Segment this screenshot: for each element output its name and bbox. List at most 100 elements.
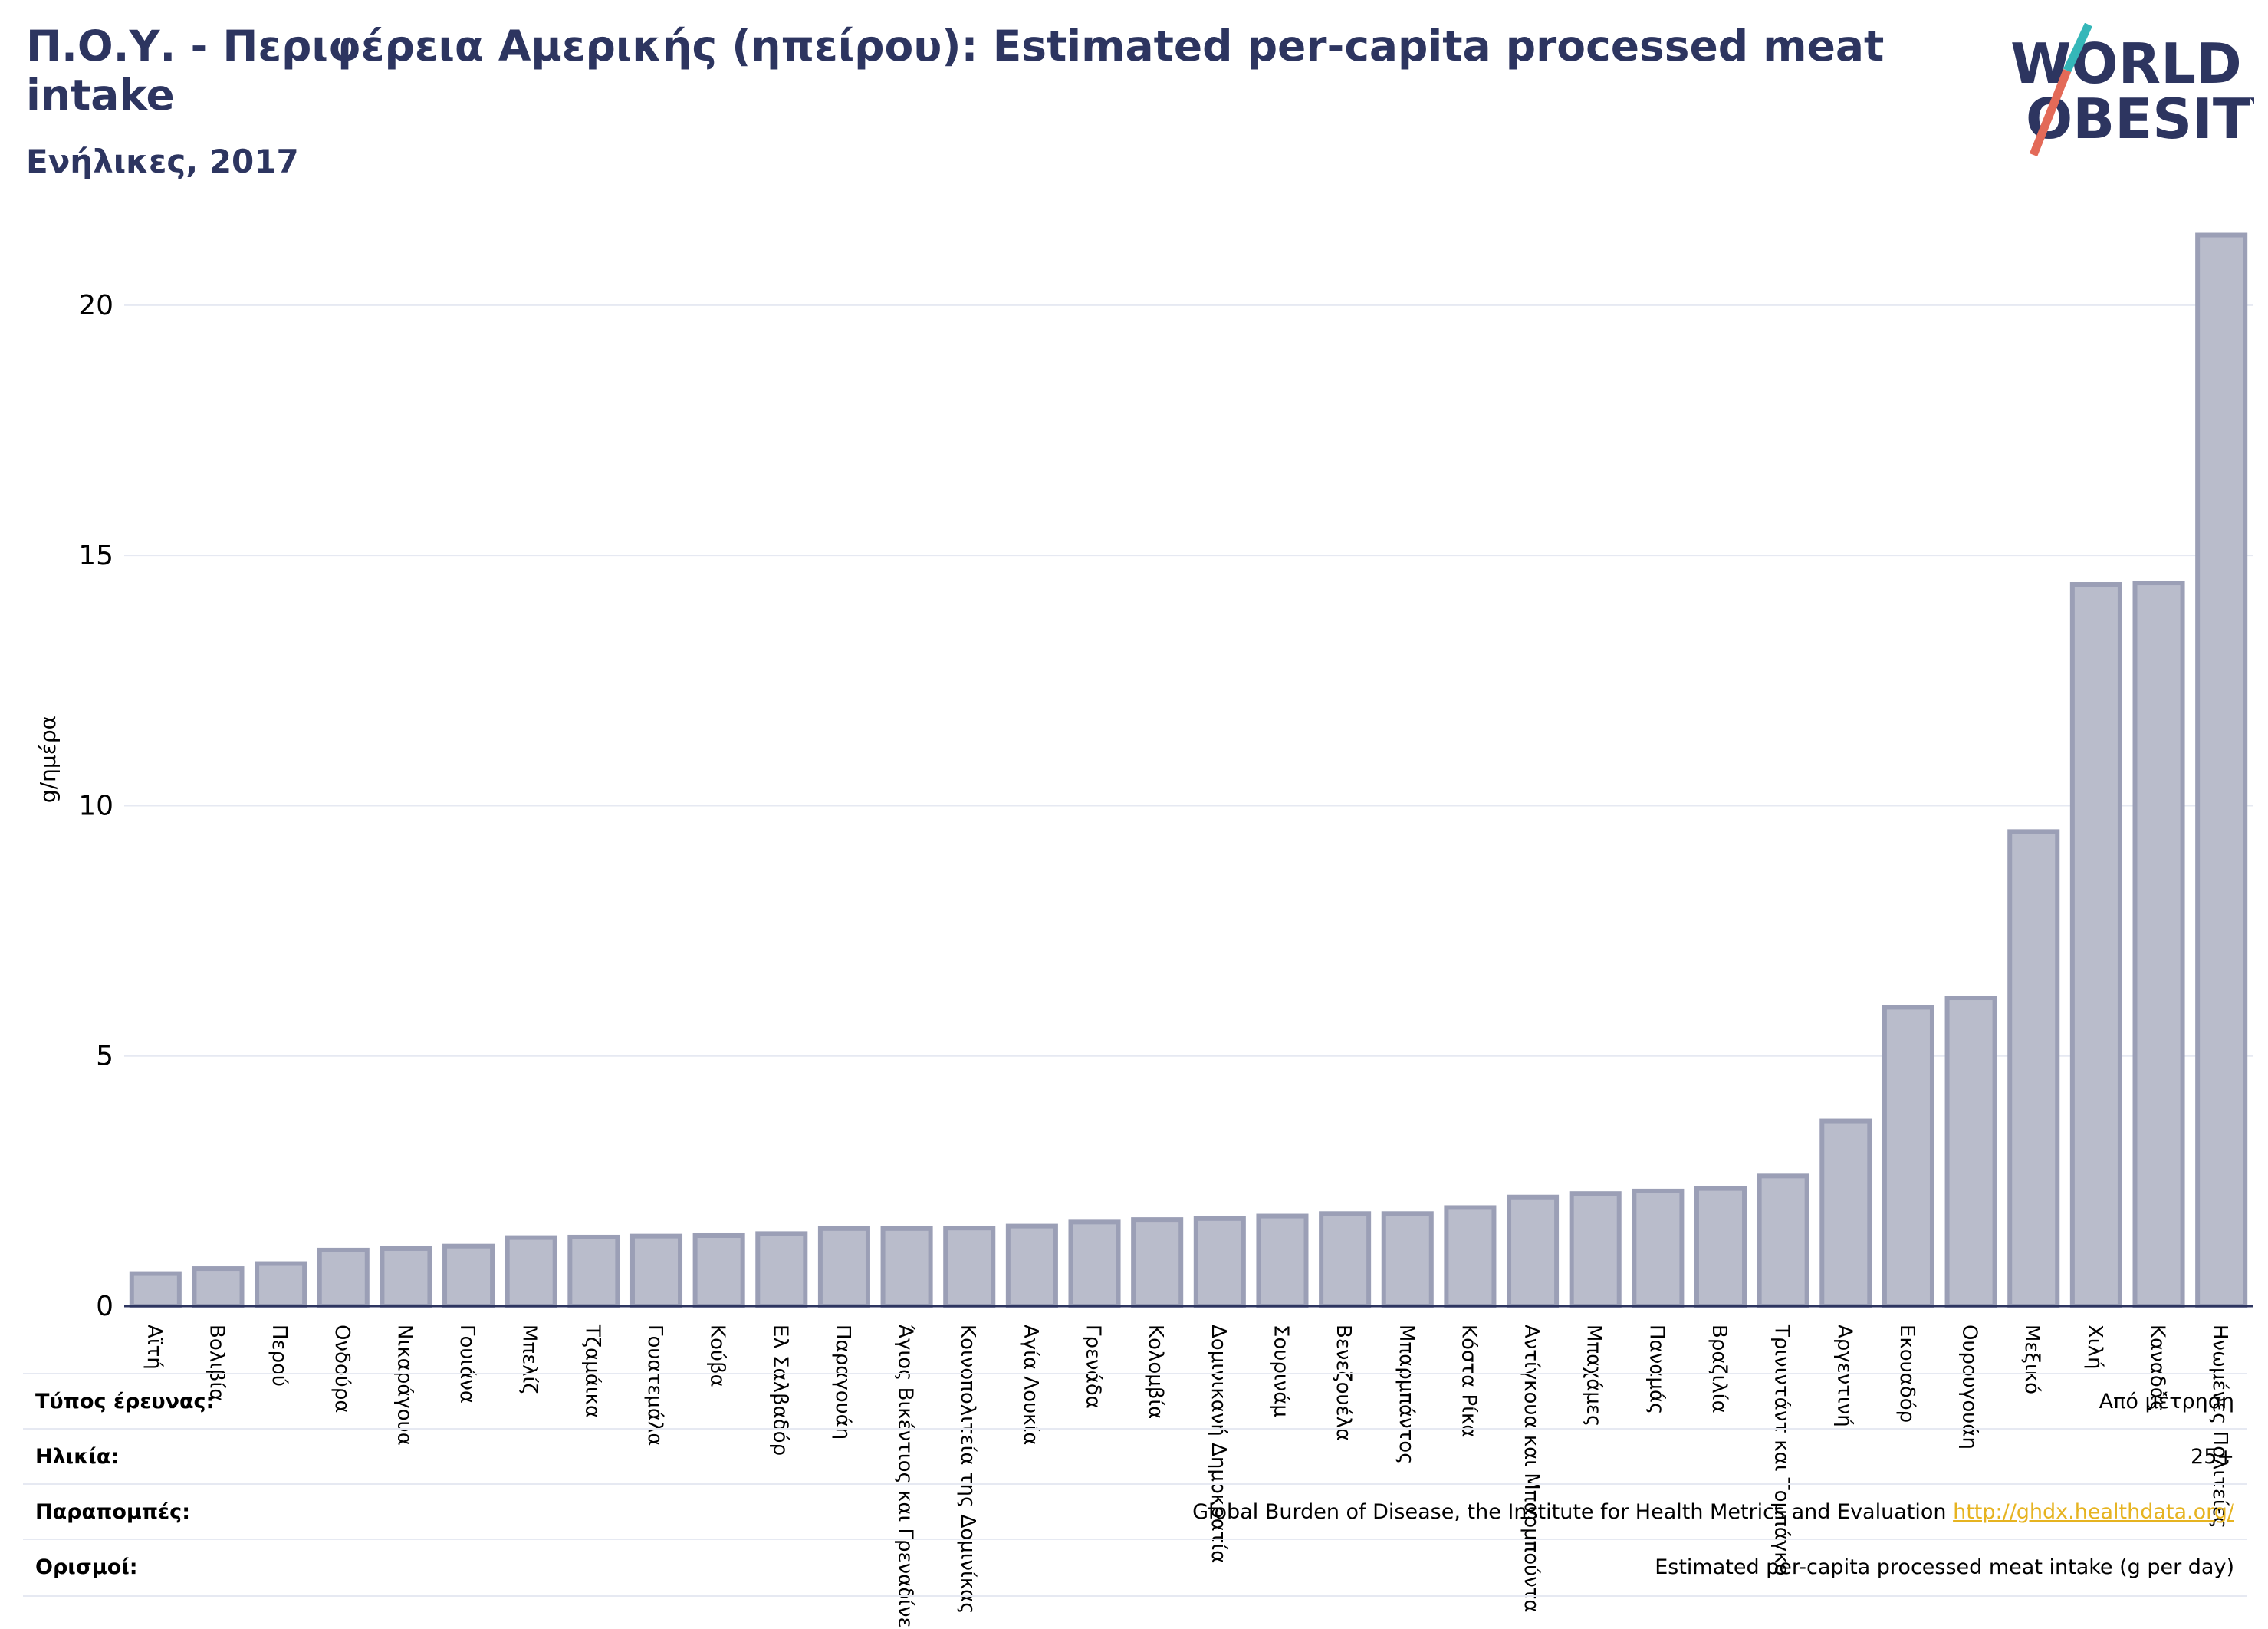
footer-value-text: Από μέτρηση [2099,1390,2234,1413]
footer-value-text: Estimated per-capita processed meat inta… [1655,1555,2234,1579]
bar[interactable] [1068,1219,1121,1309]
x-tick-label: Βραζιλία [1708,1325,1731,1413]
x-tick-label: Γουατεμάλα [643,1325,666,1446]
bar[interactable] [2007,829,2060,1308]
footer-row: Ορισμοί: Estimated per-capita processed m… [23,1538,2247,1597]
x-tick-label: Παραγουάη [831,1325,854,1440]
y-axis-label: g/ημέρα [35,716,61,803]
x-tick-label: Ηνωμένες Πολιτείες [2208,1325,2231,1529]
y-tick-layer: 0 5 10 15 20 [78,290,113,1322]
footer-row: Παραπομπές: Global Burden of Disease, the… [23,1483,2247,1540]
y-tick-label: 10 [78,790,113,821]
footer-row-label: Παραπομπές: [35,1500,190,1524]
bar[interactable] [1944,995,1997,1308]
x-tick-label: Μπαρμπάντος [1395,1325,1418,1464]
x-tick-label: Καναδάς [2146,1325,2169,1412]
bar[interactable] [817,1226,870,1309]
bar[interactable] [1193,1216,1246,1309]
footer-row-value: Estimated per-capita processed meat inta… [1655,1555,2234,1579]
footer-value-text: Global Burden of Disease, the Institute … [1192,1500,1947,1524]
logo-text-world: WORLD [2010,31,2242,96]
logo-text-obesity: OBESITY [2026,87,2254,151]
bar[interactable] [255,1261,307,1309]
x-tick-label: Τρινιντάντ και Τομπάγκο [1770,1324,1793,1576]
bar[interactable] [505,1235,557,1308]
footer-row-label: Ορισμοί: [35,1555,138,1579]
bar[interactable] [692,1232,745,1308]
bar[interactable] [629,1233,683,1308]
reference-link[interactable]: http://ghdx.healthdata.org/ [1953,1500,2234,1524]
y-tick-label: 0 [96,1291,113,1322]
bar[interactable] [192,1266,245,1308]
bar[interactable] [129,1271,182,1309]
footer-row-value: 25+ [2191,1445,2234,1469]
x-tick-label: Χιλή [2083,1325,2106,1369]
x-tick-label: Άγιος Βικέντιος και Γρεναδίνες [894,1325,917,1629]
bar[interactable] [1444,1205,1497,1308]
bar[interactable] [2069,582,2122,1308]
x-tick-label: Βολιβία [205,1325,228,1401]
world-obesity-logo: WORLD OBESITY [2010,23,2254,157]
x-tick-label: Κόστα Ρίκα [1457,1325,1480,1437]
bar[interactable] [755,1231,808,1308]
footer-value-text: 25+ [2191,1445,2234,1469]
bar[interactable] [1694,1186,1747,1308]
page-title: Π.Ο.Υ. - Περιφέρεια Αμερικής (ηπείρου): … [26,21,1885,120]
bar[interactable] [2195,232,2248,1308]
bar[interactable] [1256,1213,1309,1309]
bar[interactable] [1381,1211,1434,1308]
x-tick-label: Ελ Σαλβαδόρ [768,1325,791,1456]
x-tick-label: Μεξικό [2020,1325,2043,1394]
bar[interactable] [1882,1005,1934,1309]
bar[interactable] [1569,1191,1622,1309]
footer-row: Τύπος έρευνας: Από μέτρηση [23,1373,2247,1430]
x-tick-label: Αγία Λουκία [1019,1325,1042,1445]
bar[interactable] [880,1226,933,1309]
x-tick-label: Κούβα [706,1325,729,1387]
x-tick-label: Παναμάς [1645,1325,1668,1414]
bar[interactable] [1632,1188,1685,1308]
x-tick-label: Δομινικανή Δημοκρατία [1207,1325,1230,1563]
bar-layer [129,232,2248,1309]
footer-row-value: Global Burden of Disease, the Institute … [1192,1500,2234,1524]
x-tick-label: Αϊτή [143,1325,166,1370]
bar[interactable] [1319,1211,1372,1308]
x-tick-label: Γουιάνα [455,1325,478,1404]
x-tick-label: Αργεντινή [1832,1325,1855,1427]
bar[interactable] [442,1243,495,1308]
footer-row-value: Από μέτρηση [2099,1390,2234,1413]
x-tick-label: Βενεζουέλα [1332,1325,1355,1441]
grid-layer [124,304,2253,1057]
page-subtitle: Ενήλικες, 2017 [26,143,299,180]
x-tick-label: Κοινοπολιτεία της Δομινίκας [956,1325,979,1614]
bar[interactable] [1757,1173,1809,1308]
x-tick-label: Μπαχάμες [1583,1325,1606,1427]
x-tick-layer: Αϊτή Βολιβία Περού Ονδούρα Νικαράγουα Γουιάνα… [143,1324,2231,1629]
x-tick-label: Μπελίζ [518,1325,541,1394]
x-tick-label: Κολομβία [1144,1325,1167,1419]
x-tick-label: Γρενάδα [1082,1325,1105,1409]
bar[interactable] [1507,1194,1560,1308]
bar[interactable] [317,1247,370,1308]
logo-slash-coral [2029,68,2072,157]
bar[interactable] [943,1226,996,1308]
x-tick-label: Νικαράγουα [393,1325,416,1446]
x-tick-label: Τζαμάικα [580,1324,603,1418]
bar[interactable] [567,1234,620,1309]
x-tick-label: Σουρινάμ [1269,1325,1292,1417]
y-tick-label: 15 [78,540,113,571]
x-tick-label: Ονδούρα [330,1325,353,1413]
logo-slash-teal [2063,23,2092,73]
bar[interactable] [1131,1217,1184,1308]
x-tick-label: Αντίγκουα και Μπαρμπούντα [1520,1325,1543,1613]
bar[interactable] [1819,1118,1872,1308]
footer-row: Ηλικία: 25+ [23,1428,2247,1485]
bar[interactable] [2132,581,2185,1308]
footer-row-label: Ηλικία: [35,1445,120,1469]
y-tick-label: 20 [78,290,113,321]
bar[interactable] [1005,1223,1058,1308]
footer-row-label: Τύπος έρευνας: [35,1390,215,1413]
bar[interactable] [380,1246,432,1308]
y-tick-label: 5 [96,1041,113,1072]
